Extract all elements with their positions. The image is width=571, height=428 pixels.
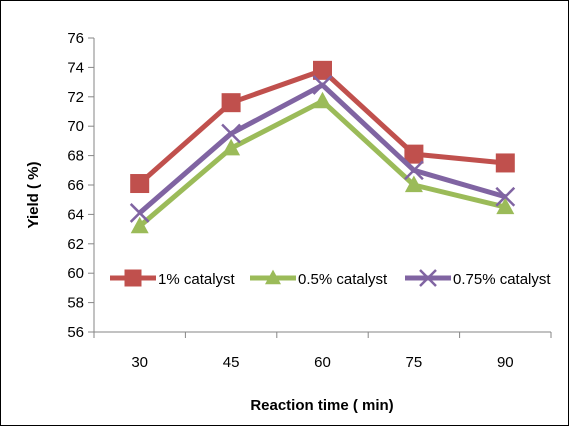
legend-label: 0.75% catalyst: [453, 271, 551, 288]
data-point-triangle: [222, 138, 241, 156]
data-point-square: [130, 174, 150, 194]
data-point-x: [221, 123, 241, 144]
y-tick-label: 56: [67, 324, 84, 341]
data-point-square: [495, 153, 515, 173]
data-point-square: [124, 269, 142, 287]
legend: 1% catalyst 0.5% catalyst 0.75% catalyst: [110, 269, 551, 288]
y-tick-label: 66: [67, 177, 84, 194]
y-axis-title: Yield ( %): [25, 162, 42, 229]
legend-item: 0.75% catalyst: [405, 269, 551, 288]
data-point-x: [129, 203, 150, 223]
data-point-square: [221, 93, 241, 113]
y-tick-label: 76: [67, 30, 84, 47]
x-axis-title: Reaction time ( min): [250, 397, 393, 414]
legend-label: 0.5% catalyst: [298, 271, 388, 288]
y-tick-label: 64: [67, 206, 84, 223]
x-tick-label: 30: [131, 354, 148, 371]
data-point-x: [404, 160, 424, 181]
x-tick-label: 90: [497, 354, 514, 371]
x-tick-label: 45: [223, 354, 240, 371]
y-tick-label: 74: [67, 59, 84, 76]
y-tick-label: 62: [67, 236, 84, 253]
series-1: [130, 60, 515, 194]
legend-label: 1% catalyst: [158, 271, 236, 288]
data-point-x: [419, 269, 437, 287]
data-point-triangle: [496, 197, 515, 215]
x-tick-label: 60: [314, 354, 331, 371]
series-2: [130, 91, 515, 234]
y-tick-label: 58: [67, 295, 84, 312]
y-tick-label: 70: [67, 118, 84, 135]
y-tick-label: 60: [67, 265, 84, 282]
y-axis: 56 58 60 62 64 66 68 70 72 74 76: [67, 30, 95, 341]
data-point-triangle: [313, 91, 332, 109]
data-point-x: [495, 186, 516, 207]
data-point-square: [313, 60, 332, 80]
y-tick-label: 72: [67, 89, 84, 106]
legend-item: 1% catalyst: [110, 269, 236, 288]
data-point-triangle: [130, 216, 149, 234]
data-point-square: [404, 144, 424, 164]
series-layer: [129, 60, 516, 234]
x-tick-label: 75: [406, 354, 423, 371]
data-point-triangle: [265, 269, 281, 285]
series-3: [129, 75, 516, 223]
data-point-x: [312, 75, 333, 95]
data-point-triangle: [404, 175, 423, 193]
legend-item: 0.5% catalyst: [250, 269, 388, 288]
y-tick-label: 68: [67, 148, 84, 165]
x-axis: 30 45 60 75 90: [93, 331, 552, 371]
